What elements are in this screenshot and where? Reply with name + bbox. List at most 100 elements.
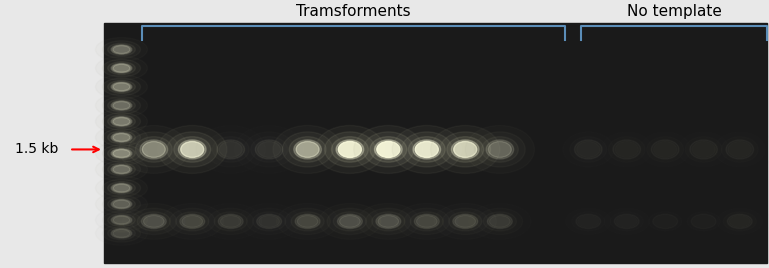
Ellipse shape [108,80,135,93]
Ellipse shape [401,132,452,167]
Ellipse shape [181,142,204,157]
Ellipse shape [108,198,135,210]
Ellipse shape [111,45,132,54]
Ellipse shape [414,214,439,229]
Ellipse shape [413,140,441,159]
Ellipse shape [282,132,333,167]
Ellipse shape [325,132,375,167]
Ellipse shape [331,137,368,162]
Ellipse shape [175,212,209,231]
Ellipse shape [108,99,135,112]
Ellipse shape [102,113,141,130]
Ellipse shape [113,184,130,192]
Ellipse shape [137,212,171,231]
Text: Tramsforments: Tramsforments [296,4,411,19]
Ellipse shape [108,131,135,144]
Ellipse shape [377,142,400,157]
Ellipse shape [315,125,384,173]
Ellipse shape [113,133,130,142]
Ellipse shape [111,229,132,238]
Ellipse shape [102,129,141,146]
Ellipse shape [108,182,135,195]
Ellipse shape [182,215,203,227]
Ellipse shape [488,142,511,157]
Ellipse shape [354,125,423,173]
Ellipse shape [113,229,130,237]
Ellipse shape [167,132,218,167]
Ellipse shape [174,137,211,162]
Ellipse shape [370,137,407,162]
Ellipse shape [481,137,518,162]
Ellipse shape [102,97,141,114]
Ellipse shape [108,62,135,75]
Ellipse shape [111,199,132,209]
Ellipse shape [338,214,362,229]
Ellipse shape [378,215,399,227]
Ellipse shape [141,214,166,229]
Ellipse shape [111,149,132,158]
Ellipse shape [392,125,461,173]
Ellipse shape [371,212,405,231]
Ellipse shape [218,214,243,229]
Ellipse shape [113,83,130,91]
Ellipse shape [102,145,141,162]
Bar [104,23,767,263]
Ellipse shape [294,140,321,159]
Ellipse shape [113,165,130,173]
Ellipse shape [113,150,130,157]
Ellipse shape [289,137,326,162]
Ellipse shape [111,133,132,142]
Ellipse shape [142,142,165,157]
Ellipse shape [108,43,135,56]
Ellipse shape [455,215,475,227]
Ellipse shape [440,132,491,167]
Ellipse shape [128,132,179,167]
Ellipse shape [448,212,482,231]
Ellipse shape [108,147,135,160]
Ellipse shape [113,102,130,110]
Ellipse shape [102,161,141,178]
Ellipse shape [102,78,141,96]
Ellipse shape [102,195,141,213]
Ellipse shape [257,214,281,229]
Ellipse shape [297,215,318,227]
Ellipse shape [336,140,364,159]
Ellipse shape [158,125,227,173]
Ellipse shape [431,125,500,173]
Ellipse shape [111,117,132,126]
Ellipse shape [111,215,132,225]
Ellipse shape [490,215,511,227]
Ellipse shape [363,132,414,167]
Ellipse shape [144,215,165,227]
Ellipse shape [453,214,478,229]
Ellipse shape [451,140,479,159]
Ellipse shape [108,227,135,240]
Ellipse shape [108,214,135,226]
Ellipse shape [375,140,402,159]
Ellipse shape [113,46,130,54]
Ellipse shape [410,212,444,231]
Ellipse shape [486,140,514,159]
Ellipse shape [415,142,438,157]
Ellipse shape [108,115,135,128]
Ellipse shape [102,41,141,58]
Ellipse shape [221,215,241,227]
Ellipse shape [108,163,135,176]
Ellipse shape [295,214,320,229]
Ellipse shape [111,165,132,174]
Ellipse shape [102,179,141,197]
Ellipse shape [255,140,283,159]
Ellipse shape [447,137,484,162]
Ellipse shape [488,214,512,229]
Ellipse shape [333,212,367,231]
Ellipse shape [178,140,206,159]
Ellipse shape [417,215,437,227]
Ellipse shape [376,214,401,229]
Ellipse shape [111,183,132,193]
Ellipse shape [474,132,525,167]
Ellipse shape [340,215,361,227]
Ellipse shape [102,59,141,77]
Ellipse shape [113,216,130,224]
Ellipse shape [135,137,172,162]
Ellipse shape [180,214,205,229]
